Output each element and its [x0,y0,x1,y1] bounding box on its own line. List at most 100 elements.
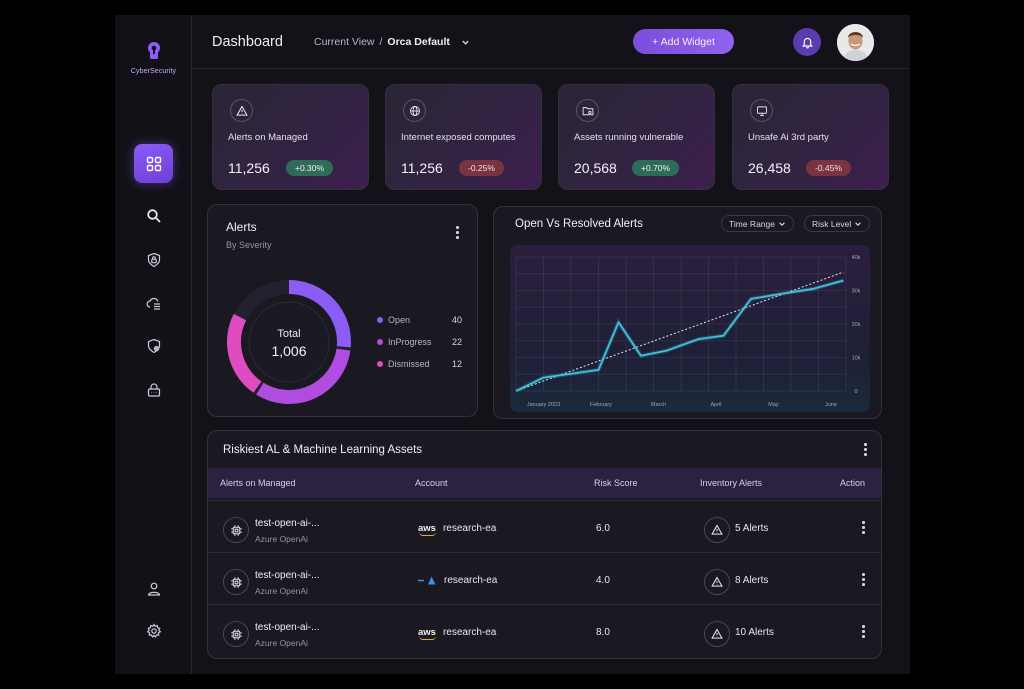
add-widget-button[interactable]: + Add Widget [633,29,734,54]
sidebar-item-policies[interactable] [134,326,173,365]
legend-value: 40 [451,315,462,325]
stat-card-alerts-managed[interactable]: Alerts on Managed 11,256 +0.30% [212,84,369,190]
table-row[interactable]: test-open-ai-... Azure OpenAi research-e… [208,552,881,604]
brand-name: CyberSecurity [130,68,177,75]
row-action-menu-icon[interactable] [862,625,865,638]
chevron-down-icon [779,221,785,226]
page-title: Dashboard [212,34,283,50]
stat-card-assets-vulnerable[interactable]: Assets running vulnerable 20,568 +0.70% [558,84,715,190]
lock-icon [147,382,160,397]
donut-total-value: 1,006 [271,343,306,359]
legend-item-open: Open 40 [377,315,462,325]
column-header[interactable]: Inventory Alerts [700,478,763,488]
column-header[interactable]: Action [840,478,866,488]
donut-total-label: Total [277,328,300,340]
inventory-alerts[interactable]: 5 Alerts [735,523,769,534]
alert-icon-wrap [704,621,730,647]
x-tick-label: June [825,402,837,408]
sidebar-item-profile[interactable] [134,569,173,608]
column-header[interactable]: Account [415,478,448,488]
x-tick-label: April [710,402,721,408]
donut-center [248,301,330,383]
sidebar-item-dashboard[interactable] [134,144,173,183]
legend-item-dismissed: Dismissed 12 [377,359,462,369]
column-header[interactable]: Risk Score [594,478,638,488]
aws-logo-icon: aws [418,523,436,536]
account-cell: research-ea [418,575,497,586]
alert-icon-wrap [704,517,730,543]
app-window: CyberSecurity [115,15,910,674]
donut-segment-dismissed[interactable] [227,313,262,393]
time-range-dropdown[interactable]: Time Range [721,215,794,232]
series-line[interactable] [515,279,844,392]
warning-icon [235,104,248,116]
legend-label: InProgress [388,337,432,347]
stat-label: Internet exposed computes [401,132,516,143]
azure-logo-icon [418,576,436,585]
column-header[interactable]: Alerts on Managed [220,478,296,488]
donut-segment-open[interactable] [288,280,351,348]
avatar-image [837,24,874,61]
asset-provider: Azure OpenAi [255,586,308,596]
stat-card-internet-exposed[interactable]: Internet exposed computes 11,256 -0.25% [385,84,542,190]
stat-change-badge: +0.30% [286,160,334,176]
table-title: Riskiest AL & Machine Learning Assets [223,444,423,456]
x-tick-label: January 2023 [527,402,560,408]
y-tick-label: 0 [854,389,857,395]
account-name: research-ea [442,523,497,534]
warning-icon [711,576,723,587]
user-avatar[interactable] [837,24,874,61]
view-selector[interactable]: Current View / Orca Default [314,36,470,48]
cpu-icon [230,524,242,536]
alerts-severity-panel: Alerts By Severity Total 1,006 Open 40 I… [207,204,478,417]
account-name: research-ea [442,627,497,638]
x-tick-label: May [768,402,779,408]
inventory-alerts[interactable]: 8 Alerts [735,575,769,586]
row-action-menu-icon[interactable] [862,573,865,586]
risk-level-dropdown[interactable]: Risk Level [804,215,871,232]
legend-label: Open [388,315,411,325]
open-vs-resolved-panel: Open Vs Resolved Alerts Time Range Risk … [493,206,882,419]
notifications-button[interactable] [793,28,821,56]
table-row[interactable]: test-open-ai-... Azure OpenAi aws resear… [208,604,881,656]
asset-provider: Azure OpenAi [255,534,308,544]
stat-icon-wrap [576,99,599,122]
cloud-list-icon [146,297,160,310]
asset-name[interactable]: test-open-ai-... [255,570,320,581]
grid-icon [146,156,161,171]
riskiest-assets-panel: Riskiest AL & Machine Learning Assets Al… [207,430,882,659]
y-tick-label: 20k [852,322,861,328]
sidebar-item-settings[interactable] [134,611,173,650]
inventory-alerts[interactable]: 10 Alerts [735,627,774,638]
stat-icon-wrap [750,99,773,122]
chip-icon-wrap [223,621,249,647]
sidebar-item-vault[interactable] [134,370,173,409]
asset-name[interactable]: test-open-ai-... [255,622,320,633]
stat-change-badge: +0.70% [632,160,680,176]
risk-level-label: Risk Level [812,218,852,229]
current-view-value: Orca Default [387,36,450,48]
stat-value: 20,568 [574,160,617,176]
table-row[interactable]: test-open-ai-... Azure OpenAi aws resear… [208,500,881,552]
stat-card-unsafe-ai[interactable]: Unsafe Ai 3rd party 26,458 -0.45% [732,84,889,190]
sidebar-item-search[interactable] [134,196,173,235]
stat-change-badge: -0.25% [459,160,504,176]
table-menu-icon[interactable] [864,443,867,456]
legend-dot [377,361,383,367]
row-action-menu-icon[interactable] [862,521,865,534]
stat-value: 11,256 [228,160,270,176]
asset-name[interactable]: test-open-ai-... [255,518,320,529]
donut-segment-inprogress[interactable] [256,348,351,404]
stat-label: Alerts on Managed [228,132,308,143]
legend-value: 22 [451,337,462,347]
brand-logo[interactable]: CyberSecurity [115,41,192,75]
y-tick-label: 10k [852,356,861,362]
sidebar-item-security[interactable] [134,240,173,279]
x-tick-label: March [651,402,666,408]
warning-icon [711,524,723,535]
line-panel-title: Open Vs Resolved Alerts [515,218,643,230]
legend-item-inprogress: InProgress 22 [377,337,462,347]
alerts-panel-menu-icon[interactable] [456,226,459,239]
sidebar: CyberSecurity [115,15,192,674]
sidebar-item-cloud[interactable] [134,283,173,322]
